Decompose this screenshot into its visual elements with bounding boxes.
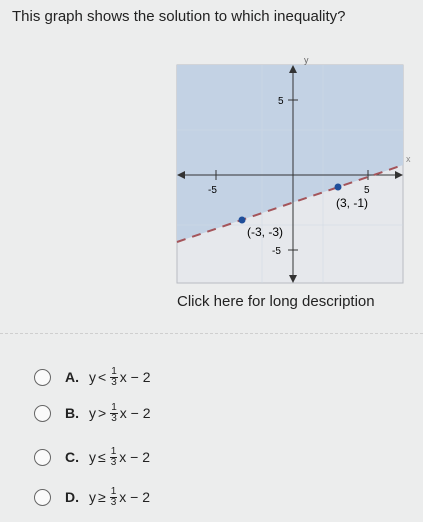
question: This graph shows the solution to which i… [12, 8, 346, 25]
solution-region [177, 65, 403, 242]
rhs: x − 2 [119, 405, 151, 421]
symbol: < [98, 369, 107, 385]
point-label: (3, -1) [336, 196, 368, 210]
boundary-line [176, 164, 404, 243]
rhs: x − 2 [119, 369, 151, 385]
arrow [289, 65, 297, 73]
lhs: y [89, 369, 96, 385]
tick-label: 5 [364, 185, 370, 196]
radio-button[interactable] [34, 404, 51, 422]
lhs: y [89, 405, 96, 421]
option[interactable]: C. y ≤1 3 x − 2 [34, 445, 150, 469]
axis-label: x [406, 154, 411, 164]
rhs: x − 2 [119, 489, 150, 505]
ticks [215, 99, 369, 251]
radio-button[interactable] [34, 368, 51, 386]
numerator: 1 [110, 365, 118, 378]
option-letter: A. [65, 369, 79, 385]
long-description-link[interactable]: Click here for long description [177, 293, 375, 310]
lhs: y [89, 449, 96, 465]
point [238, 216, 246, 224]
option-letter: D. [65, 489, 79, 505]
divider [0, 333, 423, 334]
option-letter: B. [65, 405, 79, 421]
symbol: ≤ [98, 449, 106, 465]
grid [177, 65, 403, 283]
numerator: 1 [109, 445, 118, 458]
point [334, 183, 342, 191]
arrow [289, 275, 297, 283]
tick-label: -5 [272, 246, 281, 257]
option-letter: C. [65, 449, 79, 465]
point-label: (-3, -3) [247, 225, 283, 239]
radio-button[interactable] [34, 448, 51, 466]
tick-label: -5 [208, 185, 217, 196]
denominator: 3 [111, 412, 117, 424]
lhs: y [89, 489, 96, 505]
radio-button[interactable] [34, 488, 51, 506]
option[interactable]: B. y >1 3 x − 2 [34, 401, 151, 425]
denominator: 3 [111, 376, 117, 388]
option[interactable]: A. y <1 3 x − 2 [34, 365, 151, 389]
numerator: 1 [109, 485, 118, 498]
numerator: 1 [110, 401, 118, 414]
axis-label: y [304, 55, 309, 65]
denominator: 3 [110, 496, 117, 508]
symbol: > [98, 405, 107, 421]
option[interactable]: D. y ≥1 3 x − 2 [34, 485, 150, 509]
arrow [395, 171, 403, 179]
tick-label: 5 [278, 96, 284, 107]
rhs: x − 2 [119, 449, 150, 465]
symbol: ≥ [98, 489, 106, 505]
denominator: 3 [110, 456, 117, 468]
arrow [177, 171, 185, 179]
